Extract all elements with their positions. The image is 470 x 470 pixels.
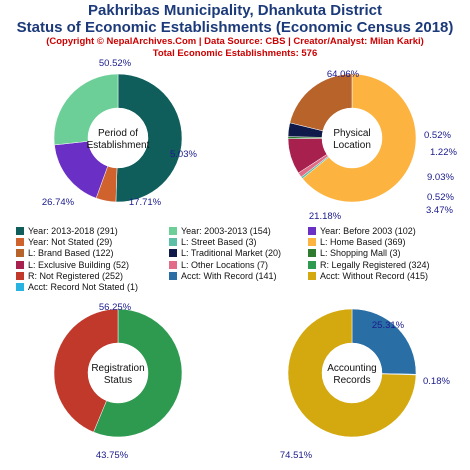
legend-item: L: Other Locations (7) <box>169 260 308 270</box>
legend-swatch <box>169 237 177 246</box>
donut-hole <box>88 108 148 168</box>
legend-label: L: Brand Based (122) <box>28 248 114 259</box>
percent-label: 9.03% <box>427 172 454 183</box>
donut-center-title: Accounting <box>327 363 376 374</box>
donut-chart-1 <box>53 73 183 203</box>
legend-row: Acct: Record Not Stated (1) <box>16 281 466 292</box>
donut-hole <box>322 108 382 168</box>
legend-swatch <box>308 271 316 280</box>
copyright-line: (Copyright © NepalArchives.Com | Data So… <box>46 36 424 47</box>
legend-item: Year: 2013-2018 (291) <box>16 226 169 236</box>
legend-swatch <box>169 260 177 269</box>
legend-row: Year: Not Stated (29) L: Street Based (3)… <box>16 236 466 247</box>
legend-row: Year: 2013-2018 (291) Year: 2003-2013 (15… <box>16 225 466 236</box>
legend-label: Acct: Record Not Stated (1) <box>28 282 139 293</box>
legend-swatch <box>308 237 316 246</box>
total-establishments: Total Economic Establishments: 576 <box>152 48 318 59</box>
percent-label: 74.51% <box>280 450 313 461</box>
donut-hole <box>88 343 148 403</box>
legend-label: L: Other Locations (7) <box>181 259 269 270</box>
legend-swatch <box>308 249 316 258</box>
percent-label: 3.47% <box>426 205 453 216</box>
donut-center-title: Location <box>333 140 371 151</box>
legend-row: R: Not Registered (252) Acct: With Record… <box>16 270 466 281</box>
percent-label: 17.71% <box>129 197 162 208</box>
legend-item: R: Legally Registered (324) <box>308 260 458 270</box>
legend-label: Year: 2013-2018 (291) <box>28 225 118 236</box>
legend-swatch <box>16 226 24 235</box>
percent-label: 0.18% <box>423 376 450 387</box>
legend-swatch <box>169 271 177 280</box>
legend-item: L: Shopping Mall (3) <box>308 248 458 258</box>
percent-label: 26.74% <box>42 197 75 208</box>
legend-item: L: Brand Based (122) <box>16 248 169 258</box>
donut-chart-3 <box>53 308 183 438</box>
legend-swatch <box>308 226 316 235</box>
percent-label: 21.18% <box>309 211 342 222</box>
legend-item: Acct: Without Record (415) <box>308 271 458 281</box>
percent-label: 25.31% <box>372 320 405 331</box>
legend-item: Acct: Record Not Stated (1) <box>16 282 169 292</box>
legend-swatch <box>169 226 177 235</box>
chart-header: Pakhribas Municipality, Dhankuta Distric… <box>0 2 470 60</box>
legend-label: L: Street Based (3) <box>181 236 257 247</box>
percent-label: 0.52% <box>427 192 454 203</box>
legend-swatch <box>16 271 24 280</box>
legend-row: L: Brand Based (122) L: Traditional Marke… <box>16 248 466 259</box>
chart-title-line2: Status of Economic Establishments (Econo… <box>16 19 454 36</box>
donut-center-title: Registration <box>91 363 144 374</box>
chart-title-line1: Pakhribas Municipality, Dhankuta Distric… <box>88 2 382 19</box>
donut-center-title: Establishment <box>87 140 150 151</box>
legend-item: Year: 2003-2013 (154) <box>169 226 308 236</box>
donut-center-title: Physical <box>333 128 370 139</box>
legend-item: Year: Before 2003 (102) <box>308 226 458 236</box>
legend-label: Year: Not Stated (29) <box>28 236 113 247</box>
percent-label: 1.22% <box>430 147 457 158</box>
legend-label: L: Home Based (369) <box>320 236 406 247</box>
legend-swatch <box>16 260 24 269</box>
legend-label: Year: 2003-2013 (154) <box>181 225 271 236</box>
legend-label: L: Shopping Mall (3) <box>320 248 401 259</box>
percent-label: 0.52% <box>424 130 451 141</box>
legend-item: L: Home Based (369) <box>308 237 458 247</box>
percent-label: 56.25% <box>99 302 132 313</box>
legend-swatch <box>16 283 24 292</box>
legend-swatch <box>16 249 24 258</box>
legend-item: Year: Not Stated (29) <box>16 237 169 247</box>
percent-label: 50.52% <box>99 58 132 69</box>
legend-label: L: Traditional Market (20) <box>181 248 282 259</box>
slice-l-home-based <box>302 73 417 203</box>
legend-label: R: Not Registered (252) <box>28 270 124 281</box>
legend-item: L: Traditional Market (20) <box>169 248 308 258</box>
legend-row: L: Exclusive Building (52) L: Other Locat… <box>16 259 466 270</box>
donut-chart-2 <box>287 73 417 203</box>
legend-item: L: Street Based (3) <box>169 237 308 247</box>
percent-label: 5.03% <box>170 149 197 160</box>
legend-label: Acct: Without Record (415) <box>320 270 429 281</box>
legend-swatch <box>16 237 24 246</box>
legend-swatch <box>169 249 177 258</box>
legend-item: R: Not Registered (252) <box>16 271 169 281</box>
legend-label: L: Exclusive Building (52) <box>28 259 130 270</box>
percent-label: 43.75% <box>96 450 129 461</box>
legend-item: Acct: With Record (141) <box>169 271 308 281</box>
percent-label: 64.06% <box>327 69 360 80</box>
legend-item: L: Exclusive Building (52) <box>16 260 169 270</box>
donut-center-title: Status <box>104 375 132 386</box>
chart-legend: Year: 2013-2018 (291) Year: 2003-2013 (15… <box>16 225 466 293</box>
legend-label: Year: Before 2003 (102) <box>320 225 416 236</box>
legend-swatch <box>308 260 316 269</box>
donut-center-title: Records <box>333 375 370 386</box>
donut-hole <box>322 343 382 403</box>
donut-center-title: Period of <box>98 128 138 139</box>
legend-label: Acct: With Record (141) <box>181 270 277 281</box>
legend-label: R: Legally Registered (324) <box>320 259 430 270</box>
